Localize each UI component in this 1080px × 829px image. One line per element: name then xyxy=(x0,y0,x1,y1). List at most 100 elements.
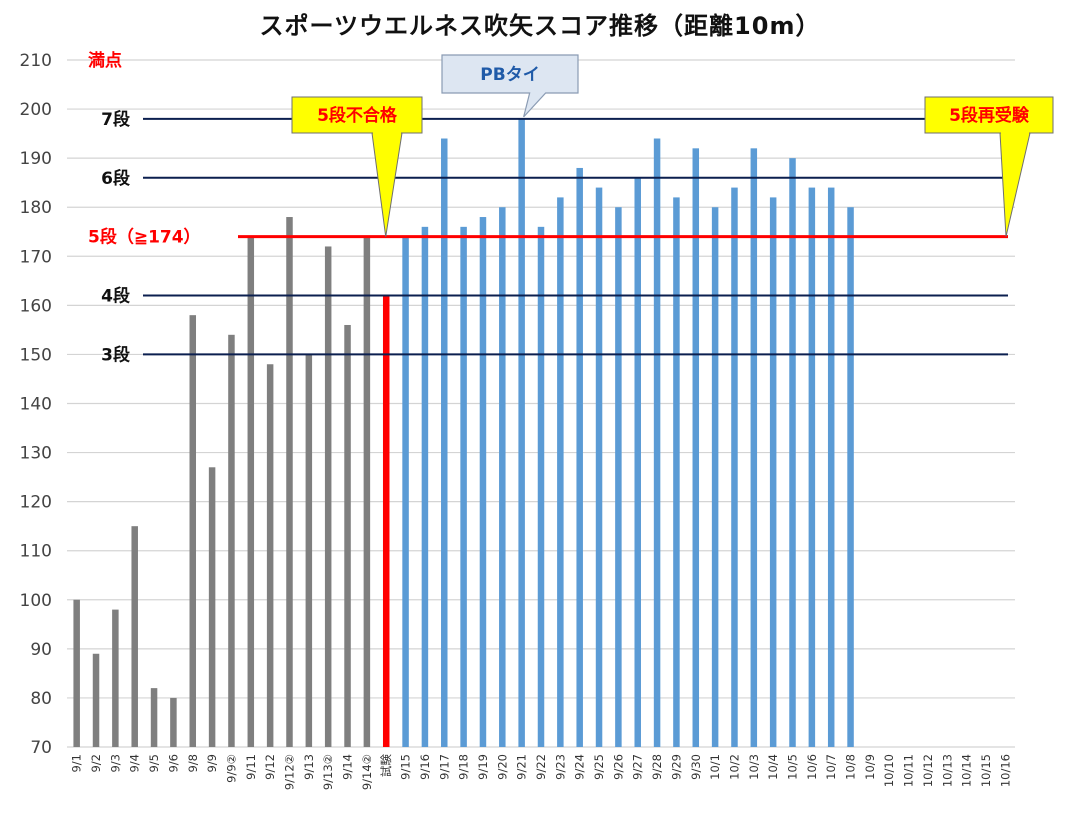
x-tick-label: 9/21 xyxy=(515,754,529,780)
x-tick-label: 10/5 xyxy=(786,754,800,780)
bar-9/6 xyxy=(170,697,177,747)
bar-9/25 xyxy=(595,187,603,748)
x-tick-label: 9/26 xyxy=(611,754,625,780)
bar-9/5 xyxy=(150,688,158,747)
x-tick-label: 10/6 xyxy=(805,754,819,780)
bar-9/22 xyxy=(537,226,545,748)
x-tick-label: 10/11 xyxy=(902,754,916,787)
x-tick-label: 9/18 xyxy=(457,754,471,780)
bar-9/15 xyxy=(402,236,409,747)
x-tick-label: 10/13 xyxy=(940,754,954,787)
bar-9/28 xyxy=(653,138,661,747)
y-tick-label: 180 xyxy=(20,198,52,218)
chart-title: スポーツウエルネス吹矢スコア推移（距離10m） xyxy=(259,12,821,40)
bar-9/13② xyxy=(324,246,332,747)
y-tick-label: 120 xyxy=(20,493,52,513)
bar-10/6 xyxy=(808,187,816,748)
x-tick-label: 9/14② xyxy=(360,754,374,790)
x-tick-label: 10/2 xyxy=(727,754,741,780)
y-tick-label: 200 xyxy=(20,100,52,120)
callout-box xyxy=(291,96,423,134)
bar-9/14② xyxy=(363,236,371,747)
x-tick-label: 9/25 xyxy=(592,754,606,780)
bar-9/19 xyxy=(479,217,487,747)
x-tick-label: 9/13② xyxy=(321,754,335,790)
x-tick-label: 9/29 xyxy=(669,754,683,780)
bar-10/8 xyxy=(847,207,854,747)
level-label: 6段 xyxy=(101,168,130,189)
x-tick-label: 10/14 xyxy=(960,754,974,787)
bar-9/8 xyxy=(189,315,197,747)
x-tick-label: 9/22 xyxy=(534,754,548,780)
x-tick-label: 9/14 xyxy=(341,754,355,780)
bar-9/20 xyxy=(499,207,506,747)
y-tick-label: 110 xyxy=(20,542,52,562)
bar-9/14 xyxy=(344,324,351,747)
x-tick-label: 10/8 xyxy=(844,754,858,780)
bar-10/2 xyxy=(731,187,738,748)
y-tick-label: 100 xyxy=(20,591,52,611)
x-tick-label: 9/9② xyxy=(224,754,238,783)
x-tick-label: 9/19 xyxy=(476,754,490,780)
x-tick-label: 9/9 xyxy=(205,754,219,773)
bar-9/13 xyxy=(305,354,313,747)
x-tick-label: 9/27 xyxy=(631,754,645,780)
bar-10/1 xyxy=(711,207,719,747)
callout-label: 5段不合格 xyxy=(317,105,398,126)
bar-9/4 xyxy=(131,526,138,747)
x-tick-label: 9/30 xyxy=(689,754,703,780)
bar-9/1 xyxy=(73,599,80,747)
x-tick-label: 9/16 xyxy=(418,754,432,780)
x-tick-label: 9/15 xyxy=(399,754,413,780)
callout-pointer xyxy=(371,132,403,237)
y-tick-label: 160 xyxy=(20,296,52,316)
bar-9/9② xyxy=(228,334,235,747)
bar-9/23 xyxy=(557,197,564,747)
x-tick-label: 10/15 xyxy=(979,754,993,787)
level-label: 3段 xyxy=(101,344,130,365)
y-tick-label: 150 xyxy=(20,345,52,365)
bar-9/21 xyxy=(518,118,525,747)
bar-10/4 xyxy=(769,197,777,747)
x-tick-label: 10/4 xyxy=(766,754,780,780)
bar-9/30 xyxy=(692,148,700,748)
callout-pb-label: PBタイ xyxy=(480,65,539,85)
top-label: 満点 xyxy=(88,50,122,71)
x-tick-label: 9/6 xyxy=(166,754,180,773)
bar-9/2 xyxy=(92,653,100,747)
x-tick-label: 9/4 xyxy=(128,754,142,773)
x-tick-label: 9/5 xyxy=(147,754,161,773)
bar-9/16 xyxy=(421,226,429,748)
callout-label: 5段再受験 xyxy=(949,105,1030,126)
bar-10/7 xyxy=(827,187,835,748)
bar-9/3 xyxy=(112,609,119,747)
x-tick-label: 9/2 xyxy=(89,754,103,773)
x-tick-label: 10/10 xyxy=(882,754,896,787)
x-tick-label: 10/12 xyxy=(921,754,935,787)
bar-9/26 xyxy=(615,207,622,747)
y-tick-label: 90 xyxy=(30,640,52,660)
bar-9/9 xyxy=(208,467,216,747)
x-tick-label: 9/13 xyxy=(302,754,316,780)
bar-9/12② xyxy=(286,217,293,747)
x-tick-label: 9/17 xyxy=(437,754,451,780)
x-tick-label: 10/3 xyxy=(747,754,761,780)
x-tick-label: 9/8 xyxy=(186,754,200,773)
x-tick-label: 9/1 xyxy=(70,754,84,773)
y-tick-label: 190 xyxy=(20,149,52,169)
y-tick-label: 130 xyxy=(20,444,52,464)
x-tick-label: 9/24 xyxy=(573,754,587,780)
bar-9/24 xyxy=(576,167,583,747)
y-tick-label: 140 xyxy=(20,395,52,415)
bar-9/18 xyxy=(460,226,467,748)
bar-9/29 xyxy=(673,197,680,747)
x-tick-label: 10/9 xyxy=(863,754,877,780)
x-tick-label: 10/7 xyxy=(824,754,838,780)
bar-9/12 xyxy=(266,364,274,747)
x-tick-label: 9/20 xyxy=(495,754,509,780)
bar-9/11 xyxy=(247,236,255,747)
x-tick-label: 9/11 xyxy=(244,754,258,780)
x-tick-label: 試験 xyxy=(379,754,393,777)
x-tick-label: 9/12② xyxy=(282,754,296,790)
